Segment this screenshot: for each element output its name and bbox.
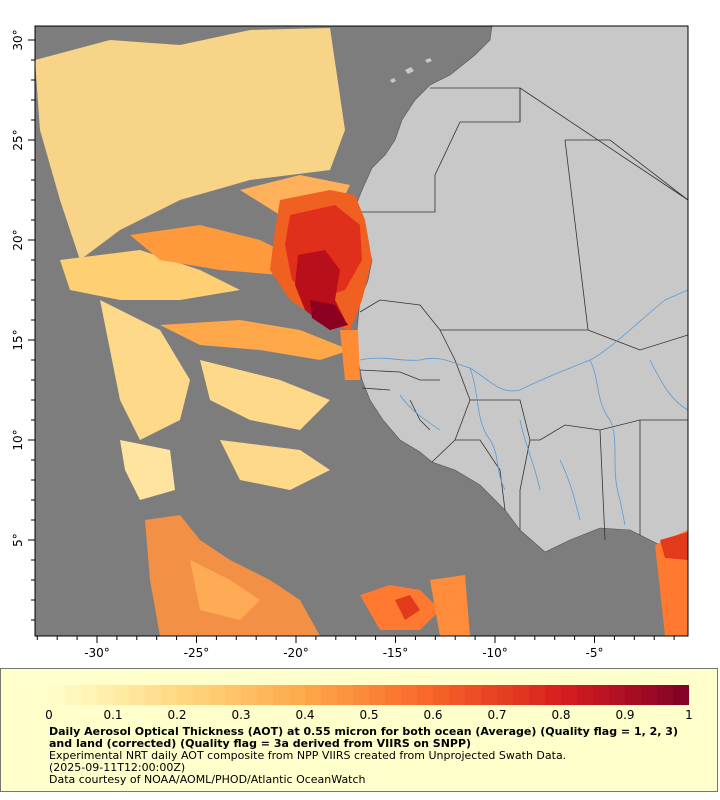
colorbar-swatch <box>305 685 322 705</box>
legend-panel: 0 0.1 0.2 0.3 0.4 0.5 0.6 0.7 0.8 0.9 1 Daily Aero… <box>0 668 718 792</box>
lon-tick-label: -25° <box>184 646 210 660</box>
colorbar-tick-label: 0.6 <box>423 708 443 722</box>
colorbar-tick-label: 0.2 <box>167 708 187 722</box>
colorbar-swatch <box>225 685 242 705</box>
colorbar-swatch <box>433 685 450 705</box>
colorbar-swatch <box>81 685 98 705</box>
colorbar-tick-label: 0.3 <box>231 708 251 722</box>
colorbar-swatch <box>257 685 274 705</box>
colorbar-tick-label: 0.4 <box>295 708 315 722</box>
colorbar-tick-label: 0 <box>45 708 53 722</box>
colorbar-swatch <box>657 685 674 705</box>
colorbar-swatch <box>465 685 482 705</box>
lon-tick-label: -15° <box>383 646 409 660</box>
lat-tick-label: 15° <box>11 329 25 350</box>
colorbar-swatch <box>353 685 370 705</box>
colorbar-swatch <box>385 685 402 705</box>
country-borders <box>358 87 688 541</box>
colorbar-swatch <box>641 685 658 705</box>
colorbar-swatch <box>481 685 498 705</box>
aot-data-layer <box>35 28 688 636</box>
lon-tick-label: -5° <box>586 646 604 660</box>
colorbar-swatch <box>145 685 162 705</box>
lon-tick-label: -30° <box>84 646 110 660</box>
colorbar-swatch <box>241 685 258 705</box>
colorbar-swatch <box>417 685 434 705</box>
colorbar-swatch <box>289 685 306 705</box>
colorbar-swatch <box>449 685 466 705</box>
colorbar-swatch <box>561 685 578 705</box>
lon-tick-label: -20° <box>283 646 309 660</box>
colorbar-swatch <box>545 685 562 705</box>
legend-title: Daily Aerosol Optical Thickness (AOT) at… <box>49 725 678 750</box>
legend-line-2: Experimental NRT daily AOT composite fro… <box>49 749 567 762</box>
colorbar-swatch <box>529 685 546 705</box>
lat-tick-label: 25° <box>11 129 25 150</box>
colorbar-swatch <box>609 685 626 705</box>
map-frame-border <box>34 25 689 637</box>
colorbar-tick-label: 0.5 <box>359 708 379 722</box>
colorbar-swatch <box>209 685 226 705</box>
colorbar-swatch <box>577 685 594 705</box>
legend-line-3: (2025-09-11T12:00:00Z) <box>49 761 186 774</box>
colorbar-swatch <box>625 685 642 705</box>
lat-tick-label: 10° <box>11 429 25 450</box>
colorbar-swatch <box>321 685 338 705</box>
aot-colorbar <box>49 685 689 705</box>
colorbar-swatch <box>497 685 514 705</box>
colorbar-swatch <box>193 685 210 705</box>
lat-tick-label: 5° <box>11 533 25 547</box>
colorbar-tick-label: 0.7 <box>487 708 507 722</box>
colorbar-swatch <box>161 685 178 705</box>
legend-text: Daily Aerosol Optical Thickness (AOT) at… <box>49 726 689 786</box>
rivers <box>359 289 688 526</box>
lat-tick-label: 20° <box>11 229 25 250</box>
lat-tick-label: 30° <box>11 29 25 50</box>
colorbar-swatch <box>369 685 386 705</box>
colorbar-tick-label: 0.1 <box>103 708 123 722</box>
canary-islands <box>390 58 432 83</box>
colorbar-tick-label: 0.8 <box>551 708 571 722</box>
colorbar-tick-label: 0.9 <box>615 708 635 722</box>
colorbar-swatch <box>513 685 530 705</box>
colorbar-tick-label: 1 <box>685 708 693 722</box>
colorbar-swatch <box>401 685 418 705</box>
colorbar-swatch <box>673 685 689 705</box>
colorbar-swatch <box>113 685 130 705</box>
longitude-axis: -30° -25° -20° -15° -10° -5° <box>36 636 675 660</box>
colorbar-swatch <box>49 685 66 705</box>
legend-line-4: Data courtesy of NOAA/AOML/PHOD/Atlantic… <box>49 773 366 786</box>
colorbar-swatch <box>129 685 146 705</box>
colorbar-swatch <box>97 685 114 705</box>
colorbar-swatch <box>177 685 194 705</box>
aot-map: -30° -25° -20° -15° -10° -5° 30° 25° 20° 15° 10° 5… <box>11 25 689 660</box>
colorbar-swatch <box>65 685 82 705</box>
colorbar-swatch <box>593 685 610 705</box>
colorbar-swatch <box>337 685 354 705</box>
lon-tick-label: -10° <box>482 646 508 660</box>
colorbar-swatch <box>273 685 290 705</box>
latitude-axis: 30° 25° 20° 15° 10° 5° <box>11 29 35 621</box>
